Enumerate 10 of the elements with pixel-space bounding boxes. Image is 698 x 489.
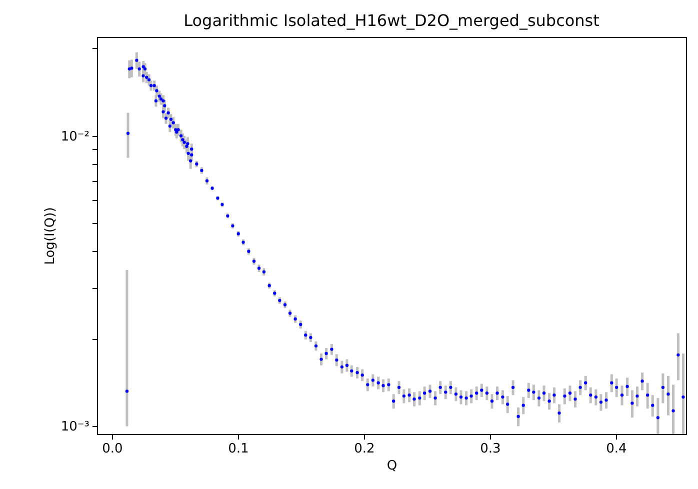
y-tick-label: 10⁻³	[60, 420, 90, 435]
x-axis-title: Q	[386, 458, 398, 474]
x-tick-label: 0.0	[102, 442, 123, 456]
chart-title: Logarithmic Isolated_H16wt_D2O_merged_subconst	[184, 11, 600, 30]
x-tick-label: 0.2	[354, 442, 375, 456]
y-tick-label: 10⁻²	[60, 129, 90, 144]
x-tick-label: 0.3	[480, 442, 501, 456]
y-axis-title: Log(I(Q))	[42, 207, 58, 265]
x-tick-label: 0.4	[606, 442, 627, 456]
x-tick-label: 0.1	[228, 442, 249, 456]
